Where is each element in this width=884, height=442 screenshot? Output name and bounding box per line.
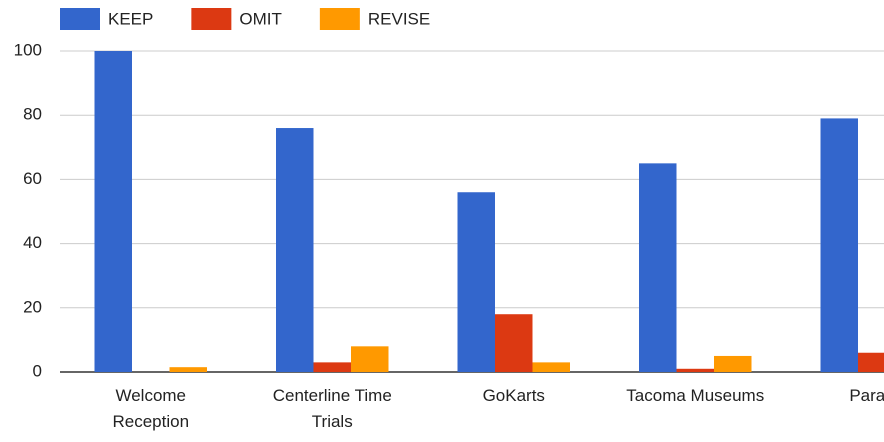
bar <box>169 367 207 372</box>
y-tick-label: 80 <box>23 105 42 124</box>
x-tick-label-box: Parade <box>849 386 884 405</box>
bar <box>94 51 132 372</box>
bar <box>676 368 714 372</box>
bar <box>313 362 351 372</box>
legend-swatch <box>60 8 100 30</box>
legend-label: KEEP <box>108 9 153 28</box>
bar <box>820 118 858 372</box>
y-tick-label: 100 <box>14 40 42 59</box>
legend-swatch <box>319 8 360 30</box>
y-tick-label: 20 <box>23 297 42 316</box>
y-tick-label: 0 <box>33 361 42 380</box>
bar <box>495 314 533 372</box>
y-tick-label: 40 <box>23 233 42 252</box>
legend-label: REVISE <box>368 9 430 28</box>
bar <box>457 192 495 372</box>
x-tick-label: GoKarts <box>482 386 545 405</box>
x-tick-label: Parade <box>849 386 884 405</box>
bar <box>532 362 570 372</box>
legend-label: OMIT <box>239 9 282 28</box>
x-tick-label-box: Centerline Time Trials <box>272 386 392 431</box>
x-tick-label-box: Tacoma Museums <box>626 386 765 405</box>
y-tick-label: 60 <box>23 169 42 188</box>
bar <box>714 355 752 372</box>
x-tick-label-box: GoKarts <box>482 386 545 405</box>
bar <box>276 128 314 372</box>
bar <box>639 163 677 372</box>
x-tick-label: Tacoma Museums <box>626 386 765 405</box>
x-tick-label: Centerline Time Trials <box>272 386 392 431</box>
x-tick-label: Welcome Reception <box>112 386 190 431</box>
bar <box>351 346 389 372</box>
legend-swatch <box>191 8 232 30</box>
bar <box>858 352 884 372</box>
x-tick-label-box: Welcome Reception <box>112 386 190 431</box>
